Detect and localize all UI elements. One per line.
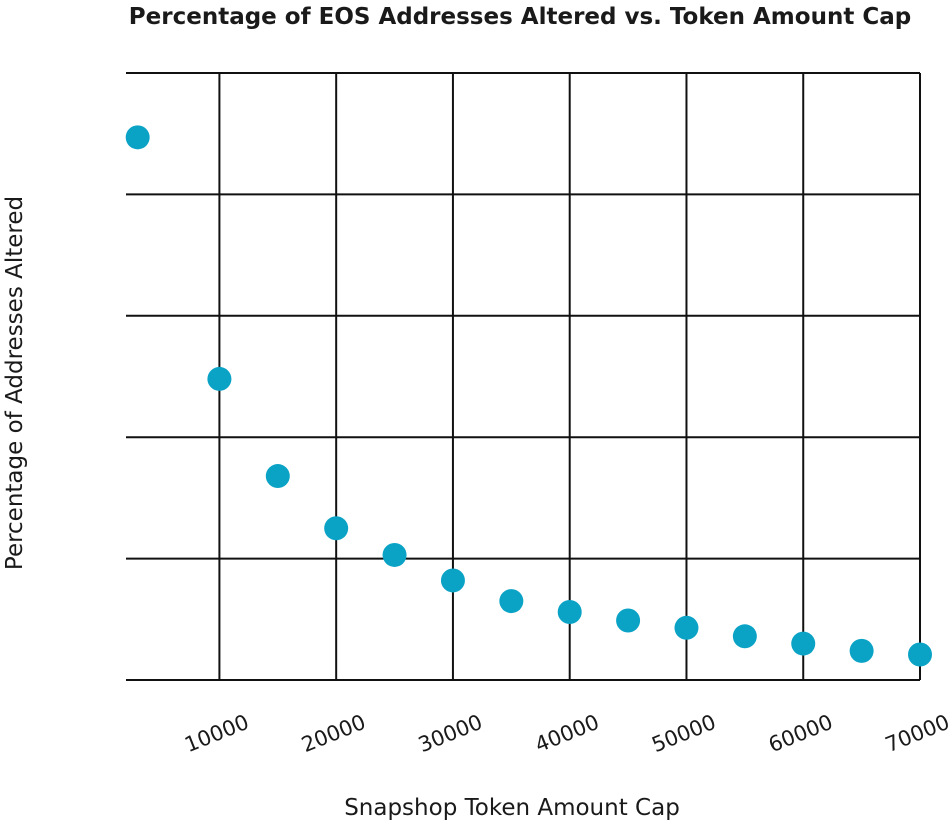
x-tick-label: 70000 [882, 710, 952, 757]
data-point [382, 542, 407, 567]
x-tick-label: 50000 [648, 710, 719, 757]
data-point [674, 615, 699, 640]
x-tick-label: 10000 [181, 710, 252, 757]
x-tick-label: 60000 [765, 710, 836, 757]
data-point [557, 600, 582, 625]
chart-title: Percentage of EOS Addresses Altered vs. … [129, 4, 911, 30]
data-point [324, 516, 349, 541]
data-points [125, 125, 932, 667]
data-point [499, 589, 524, 614]
data-point [908, 642, 932, 667]
data-point [732, 624, 757, 649]
x-axis-label: Snapshop Token Amount Cap [344, 795, 680, 821]
y-axis-label: Percentage of Addresses Altered [2, 196, 28, 570]
data-point [207, 366, 232, 391]
data-point [849, 638, 874, 663]
x-tick-label: 40000 [532, 710, 603, 757]
data-point [440, 568, 465, 593]
data-point [125, 125, 150, 150]
data-point [791, 631, 816, 656]
data-point [265, 464, 290, 489]
x-tick-label: 30000 [415, 710, 486, 757]
data-point [616, 608, 641, 633]
x-tick-label: 20000 [298, 710, 369, 757]
x-tick-labels: 10000 20000 30000 40000 50000 60000 70000 [181, 710, 952, 757]
grid [126, 72, 921, 681]
